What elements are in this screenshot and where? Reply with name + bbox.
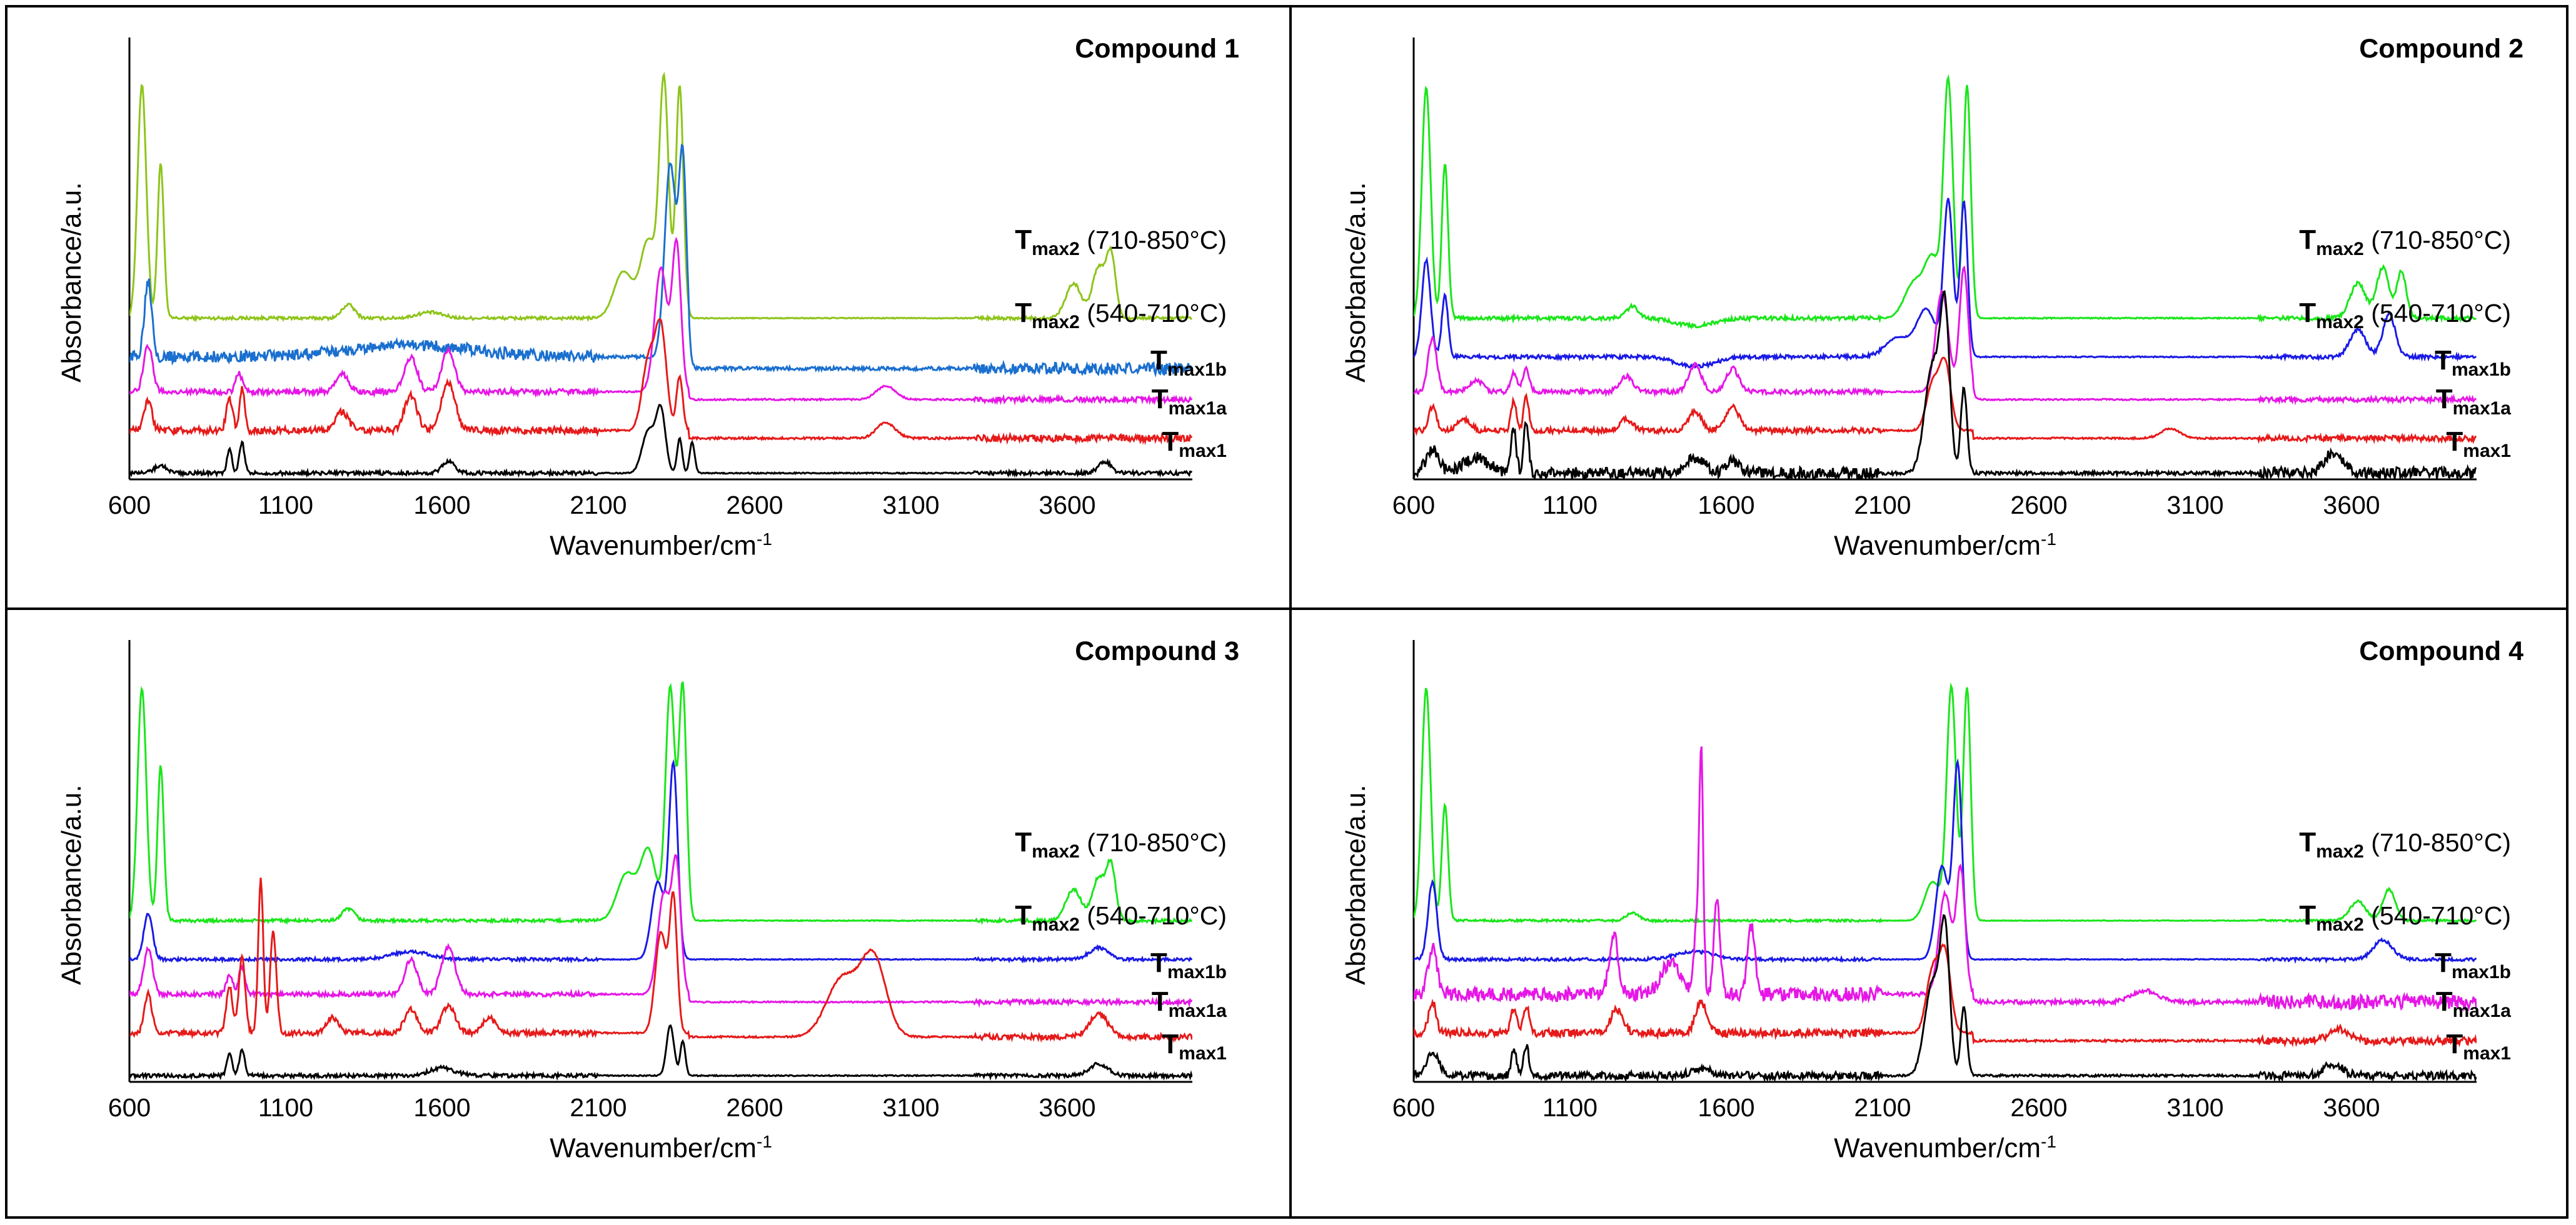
series-line-max1 [129, 1024, 1192, 1081]
x-axis-label: Wavenumber/cm-1 [550, 1132, 772, 1164]
series-label: Tmax1b [2435, 344, 2511, 380]
chart-title: Compound 1 [1075, 34, 1239, 64]
x-tick-label: 1600 [1698, 1093, 1755, 1122]
series-label: Tmax1 [1162, 426, 1227, 461]
x-tick-label: 2100 [1854, 1093, 1911, 1122]
y-axis-label: Absorbance/a.u. [1341, 784, 1371, 985]
spectrum-plot [128, 640, 1192, 1083]
series-line-max1b [129, 854, 1192, 1008]
y-axis-label: Absorbance/a.u. [56, 784, 87, 985]
x-tick-label: 600 [1392, 1093, 1436, 1122]
series-line-max2-540-710 [129, 143, 1192, 378]
series-line-max2-540-710 [129, 759, 1192, 964]
chart-panel-compound-2: Compound 2 Absorbance/a.u. 600 1100 1600 2100… [1292, 8, 2573, 608]
series-line-max2-710-850 [129, 71, 1192, 322]
panel-divider-horizontal [5, 608, 2568, 610]
series-line-max1b [1414, 746, 2477, 1012]
spectrum-plot [128, 38, 1192, 481]
x-tick-label: 1100 [258, 491, 314, 519]
x-axis-label: Wavenumber/cm-1 [550, 529, 772, 561]
series-label: Tmax1a [2435, 986, 2511, 1021]
series-line-max1b [129, 236, 1192, 406]
x-tick-label: 3100 [2166, 1093, 2224, 1122]
x-tick-label: 2600 [2010, 1093, 2068, 1122]
series-line-max2-540-710 [1414, 758, 2477, 964]
series-line-max1 [1414, 914, 2477, 1082]
series-label: Tmax1 [2446, 426, 2511, 461]
series-line-max2-540-710 [1414, 198, 2477, 369]
panel-divider-vertical [1289, 5, 1292, 1219]
series-line-max2-710-850 [129, 681, 1192, 926]
series-line-max1a [129, 878, 1192, 1043]
chart-title: Compound 3 [1075, 636, 1239, 666]
series-label: Tmax1 [2446, 1029, 2511, 1064]
spectrum-plot [1412, 640, 2477, 1083]
x-tick-label: 1600 [413, 491, 471, 519]
series-label: Tmax1b [1150, 947, 1227, 982]
chart-title: Compound 4 [2359, 636, 2523, 666]
x-tick-label: 1100 [258, 1093, 314, 1122]
x-tick-label: 2600 [2010, 491, 2068, 519]
x-tick-label: 3600 [1039, 491, 1096, 519]
chart-panel-compound-4: Compound 4 Absorbance/a.u. 600 1100 1600 2100… [1292, 610, 2573, 1210]
chart-panel-compound-1: Compound 1 Absorbance/a.u. 600 1100 1600 2100… [8, 8, 1289, 608]
x-tick-label: 3600 [1039, 1093, 1096, 1122]
series-line-max1b [1414, 265, 2477, 406]
series-line-max2-710-850 [1414, 74, 2477, 329]
x-tick-label: 3600 [2323, 1093, 2380, 1122]
x-tick-label: 1600 [1698, 491, 1755, 519]
series-label: Tmax1a [1151, 383, 1227, 419]
x-tick-label: 3100 [2166, 491, 2224, 519]
series-label: Tmax2 (540-710°C) [1015, 900, 1227, 935]
series-line-max1a [1414, 356, 2477, 444]
series-line-max1 [129, 404, 1192, 479]
series-label: Tmax1b [1150, 344, 1227, 380]
series-line-max1a [129, 318, 1192, 446]
series-label: Tmax1 [1162, 1029, 1227, 1064]
series-line-max1a [1414, 942, 2477, 1048]
x-tick-label: 3600 [2323, 491, 2380, 519]
series-label: Tmax2 (710-850°C) [1015, 224, 1227, 259]
series-label: Tmax2 (540-710°C) [2299, 298, 2511, 332]
x-axis-label: Wavenumber/cm-1 [1834, 529, 2056, 561]
series-label: Tmax1a [1151, 986, 1227, 1021]
series-label: Tmax2 (710-850°C) [1015, 827, 1227, 862]
y-axis-label: Absorbance/a.u. [56, 182, 87, 382]
x-tick-label: 2600 [726, 491, 783, 519]
y-axis-label: Absorbance/a.u. [1341, 182, 1371, 382]
x-tick-label: 1100 [1542, 491, 1598, 519]
spectrum-plot [1412, 38, 2477, 481]
chart-panel-compound-3: Compound 3 Absorbance/a.u. 600 1100 1600 2100… [8, 610, 1289, 1210]
series-line-max1 [1414, 290, 2477, 479]
x-tick-label: 600 [1392, 491, 1436, 519]
figure-frame [5, 5, 2568, 1219]
series-label: Tmax2 (540-710°C) [2299, 900, 2511, 935]
series-label: Tmax2 (710-850°C) [2299, 827, 2511, 862]
x-tick-label: 2100 [570, 491, 627, 519]
x-tick-label: 1600 [413, 1093, 471, 1122]
series-label: Tmax1a [2435, 383, 2511, 419]
x-tick-label: 1100 [1542, 1093, 1598, 1122]
x-tick-label: 3100 [882, 491, 940, 519]
x-tick-label: 600 [108, 491, 151, 519]
x-tick-label: 2100 [570, 1093, 627, 1122]
x-tick-label: 2100 [1854, 491, 1911, 519]
series-label: Tmax2 (710-850°C) [2299, 224, 2511, 259]
chart-title: Compound 2 [2359, 34, 2523, 64]
x-tick-label: 3100 [882, 1093, 940, 1122]
series-label: Tmax2 (540-710°C) [1015, 298, 1227, 332]
x-axis-label: Wavenumber/cm-1 [1834, 1132, 2056, 1164]
x-tick-label: 2600 [726, 1093, 783, 1122]
x-tick-label: 600 [108, 1093, 151, 1122]
series-line-max2-710-850 [1414, 682, 2477, 924]
series-label: Tmax1b [2435, 947, 2511, 982]
